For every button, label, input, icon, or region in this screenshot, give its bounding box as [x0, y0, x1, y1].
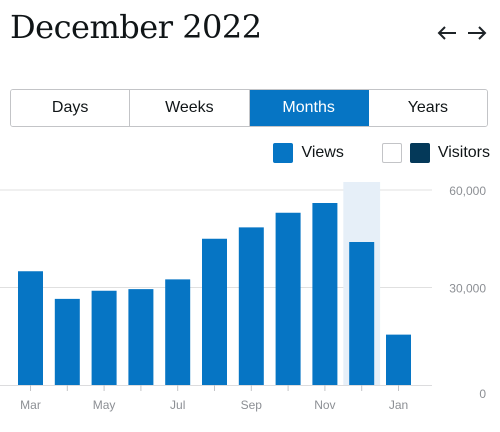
bar-jan[interactable]: [386, 334, 411, 385]
bar-may[interactable]: [91, 290, 117, 385]
visitors-swatch: [409, 143, 430, 163]
y-tick-label: 30,000: [449, 282, 486, 296]
tab-weeks[interactable]: Weeks: [130, 90, 250, 126]
bar-oct[interactable]: [275, 212, 301, 385]
x-tick-label: Jan: [389, 398, 408, 412]
visitors-checkbox[interactable]: [381, 143, 402, 163]
period-tabs: Days Weeks Months Years: [10, 89, 488, 127]
y-tick-label: 0: [479, 387, 486, 401]
previous-period-button[interactable]: [436, 22, 458, 44]
next-period-button[interactable]: [466, 22, 488, 44]
period-title: December 2022: [10, 8, 262, 46]
tab-years[interactable]: Years: [368, 90, 487, 126]
chart-legend: Views Visitors: [273, 143, 490, 163]
chart-canvas: 0 30,000 60,000 Mar May Jul Sep Nov Jan: [0, 182, 486, 412]
views-swatch: [273, 143, 294, 163]
legend-views-label: Views: [301, 144, 344, 161]
x-tick-label: May: [93, 398, 116, 412]
y-tick-label: 60,000: [449, 184, 486, 198]
x-tick-label: Jul: [170, 398, 185, 412]
bar-jun[interactable]: [128, 289, 154, 385]
bar-dec[interactable]: [349, 242, 375, 385]
bar-sep[interactable]: [238, 227, 264, 385]
tab-months[interactable]: Months: [249, 90, 369, 126]
bar-mar[interactable]: [18, 271, 43, 385]
x-tick-label: Nov: [314, 398, 335, 412]
views-bar-chart: 0 30,000 60,000 Mar May Jul Sep Nov Jan: [0, 175, 500, 432]
bar-jul[interactable]: [165, 279, 191, 385]
chart-header: December 2022: [10, 4, 490, 52]
legend-visitors-label: Visitors: [437, 144, 490, 161]
bar-nov[interactable]: [312, 203, 338, 385]
period-navigation: [436, 22, 488, 44]
bar-aug[interactable]: [202, 238, 227, 385]
legend-visitors[interactable]: Visitors: [381, 143, 490, 163]
arrow-right-icon: [468, 26, 487, 40]
arrow-left-icon: [437, 26, 456, 40]
legend-views[interactable]: Views: [273, 143, 344, 163]
tab-days[interactable]: Days: [11, 90, 131, 126]
x-tick-label: Sep: [241, 398, 263, 412]
x-tick-label: Mar: [20, 398, 41, 412]
bar-apr[interactable]: [54, 298, 80, 385]
